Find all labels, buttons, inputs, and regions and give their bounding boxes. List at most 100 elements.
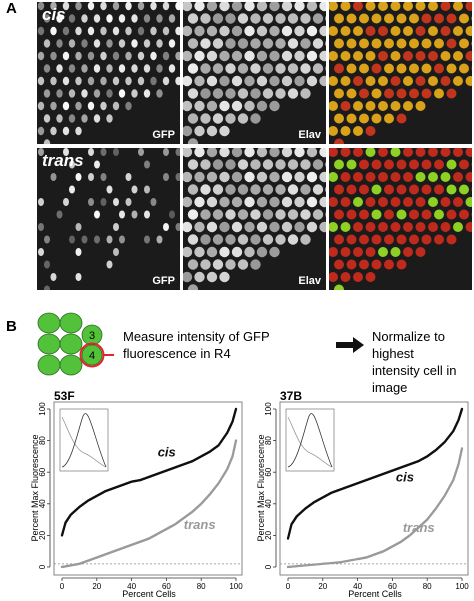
cell-nucleus bbox=[244, 196, 255, 208]
y-tick-label: 80 bbox=[38, 436, 47, 445]
cell-nucleus bbox=[100, 173, 107, 181]
cell-nucleus bbox=[206, 25, 218, 37]
cell-nucleus bbox=[250, 184, 261, 195]
cell-nucleus bbox=[237, 259, 249, 270]
cell-nucleus bbox=[365, 247, 376, 257]
cell-nucleus bbox=[340, 2, 351, 11]
cell-nucleus bbox=[81, 14, 88, 23]
cell-nucleus bbox=[428, 197, 438, 207]
cell-nucleus bbox=[359, 38, 369, 49]
cell-nucleus bbox=[75, 101, 82, 111]
cell-nucleus bbox=[300, 38, 311, 49]
y-tick-label: 20 bbox=[38, 530, 47, 539]
cell-nucleus bbox=[219, 50, 230, 62]
cell-nucleus bbox=[459, 13, 469, 24]
cell-nucleus bbox=[187, 209, 199, 220]
cell-nucleus bbox=[421, 184, 432, 195]
channel-label-gfp: GFP bbox=[152, 275, 175, 287]
cell-nucleus bbox=[50, 2, 57, 11]
cell-nucleus bbox=[163, 148, 169, 156]
cell-nucleus bbox=[453, 222, 463, 232]
y-tick-label: 80 bbox=[264, 436, 273, 445]
cell-nucleus bbox=[275, 234, 286, 245]
cell-nucleus bbox=[353, 76, 363, 86]
cell-nucleus bbox=[200, 88, 211, 99]
cell-nucleus bbox=[453, 197, 463, 207]
cell-nucleus bbox=[44, 285, 50, 290]
cell-nucleus bbox=[100, 51, 107, 61]
cell-nucleus bbox=[346, 113, 357, 124]
cell-nucleus bbox=[119, 210, 125, 219]
cell-nucleus bbox=[194, 125, 205, 137]
cell-nucleus bbox=[37, 76, 45, 86]
cell-nucleus bbox=[237, 234, 249, 245]
cell-nucleus bbox=[403, 222, 413, 232]
cell-nucleus bbox=[187, 259, 199, 270]
cell-nucleus bbox=[50, 26, 57, 36]
step1-line2: fluorescence in R4 bbox=[123, 346, 231, 361]
cell-nucleus bbox=[125, 51, 132, 61]
cell-nucleus bbox=[262, 209, 274, 220]
x-tick-label: 80 bbox=[423, 582, 432, 591]
cell-nucleus bbox=[187, 13, 199, 24]
cell-nucleus bbox=[219, 100, 230, 112]
cell-nucleus bbox=[225, 234, 236, 245]
cell-nucleus bbox=[119, 235, 125, 244]
cell-nucleus bbox=[334, 138, 344, 144]
cell-nucleus bbox=[75, 248, 82, 256]
cell-nucleus bbox=[194, 50, 205, 62]
cell-nucleus bbox=[390, 2, 401, 11]
cell-nucleus bbox=[365, 126, 376, 136]
cell-nucleus bbox=[56, 114, 63, 123]
cell-nucleus bbox=[250, 88, 261, 99]
cell-nucleus bbox=[269, 171, 280, 183]
cell-nucleus bbox=[269, 25, 280, 37]
cell-nucleus bbox=[106, 14, 113, 23]
cell-nucleus bbox=[256, 246, 268, 258]
cell-nucleus bbox=[219, 171, 230, 183]
cell-nucleus bbox=[256, 2, 268, 12]
cell-nucleus bbox=[465, 197, 472, 207]
cell-nucleus bbox=[415, 247, 426, 257]
cell-nucleus bbox=[194, 148, 205, 158]
cell-nucleus bbox=[187, 38, 199, 49]
cell-nucleus bbox=[168, 14, 176, 23]
cell-nucleus bbox=[206, 246, 218, 258]
cell-nucleus bbox=[471, 41, 472, 46]
cell-nucleus bbox=[371, 159, 382, 170]
cell-nucleus bbox=[106, 89, 113, 98]
cell-nucleus bbox=[471, 187, 472, 192]
cell-nucleus bbox=[237, 13, 249, 24]
cell-nucleus bbox=[63, 148, 69, 156]
cell-nucleus bbox=[118, 89, 126, 98]
cell-nucleus bbox=[319, 50, 326, 62]
cell-nucleus bbox=[183, 75, 193, 87]
cell-nucleus bbox=[453, 76, 463, 86]
cell-nucleus bbox=[106, 39, 113, 48]
x-tick-label: 0 bbox=[60, 582, 65, 591]
cell-nucleus bbox=[312, 38, 324, 49]
cell-nucleus bbox=[144, 185, 150, 194]
cell-nucleus bbox=[294, 50, 305, 62]
cell-nucleus bbox=[150, 198, 157, 206]
cell-nucleus bbox=[403, 247, 413, 257]
cell-nucleus bbox=[137, 26, 145, 36]
cell-nucleus bbox=[87, 76, 95, 86]
cell-nucleus bbox=[231, 2, 243, 12]
cell-nucleus bbox=[353, 2, 363, 11]
cell-nucleus bbox=[390, 148, 401, 157]
cell-nucleus bbox=[421, 13, 432, 24]
x-tick-label: 60 bbox=[388, 582, 397, 591]
cell-nucleus bbox=[353, 126, 363, 136]
cell-nucleus bbox=[281, 50, 293, 62]
cell-nucleus bbox=[187, 63, 199, 74]
cell-nucleus bbox=[75, 26, 82, 36]
cell-nucleus bbox=[56, 64, 63, 73]
channel-label-elav: Elav bbox=[298, 129, 321, 141]
cell-nucleus bbox=[62, 2, 70, 11]
cell-nucleus bbox=[421, 38, 432, 49]
cell-nucleus bbox=[68, 114, 76, 123]
cell-nucleus bbox=[471, 162, 472, 167]
